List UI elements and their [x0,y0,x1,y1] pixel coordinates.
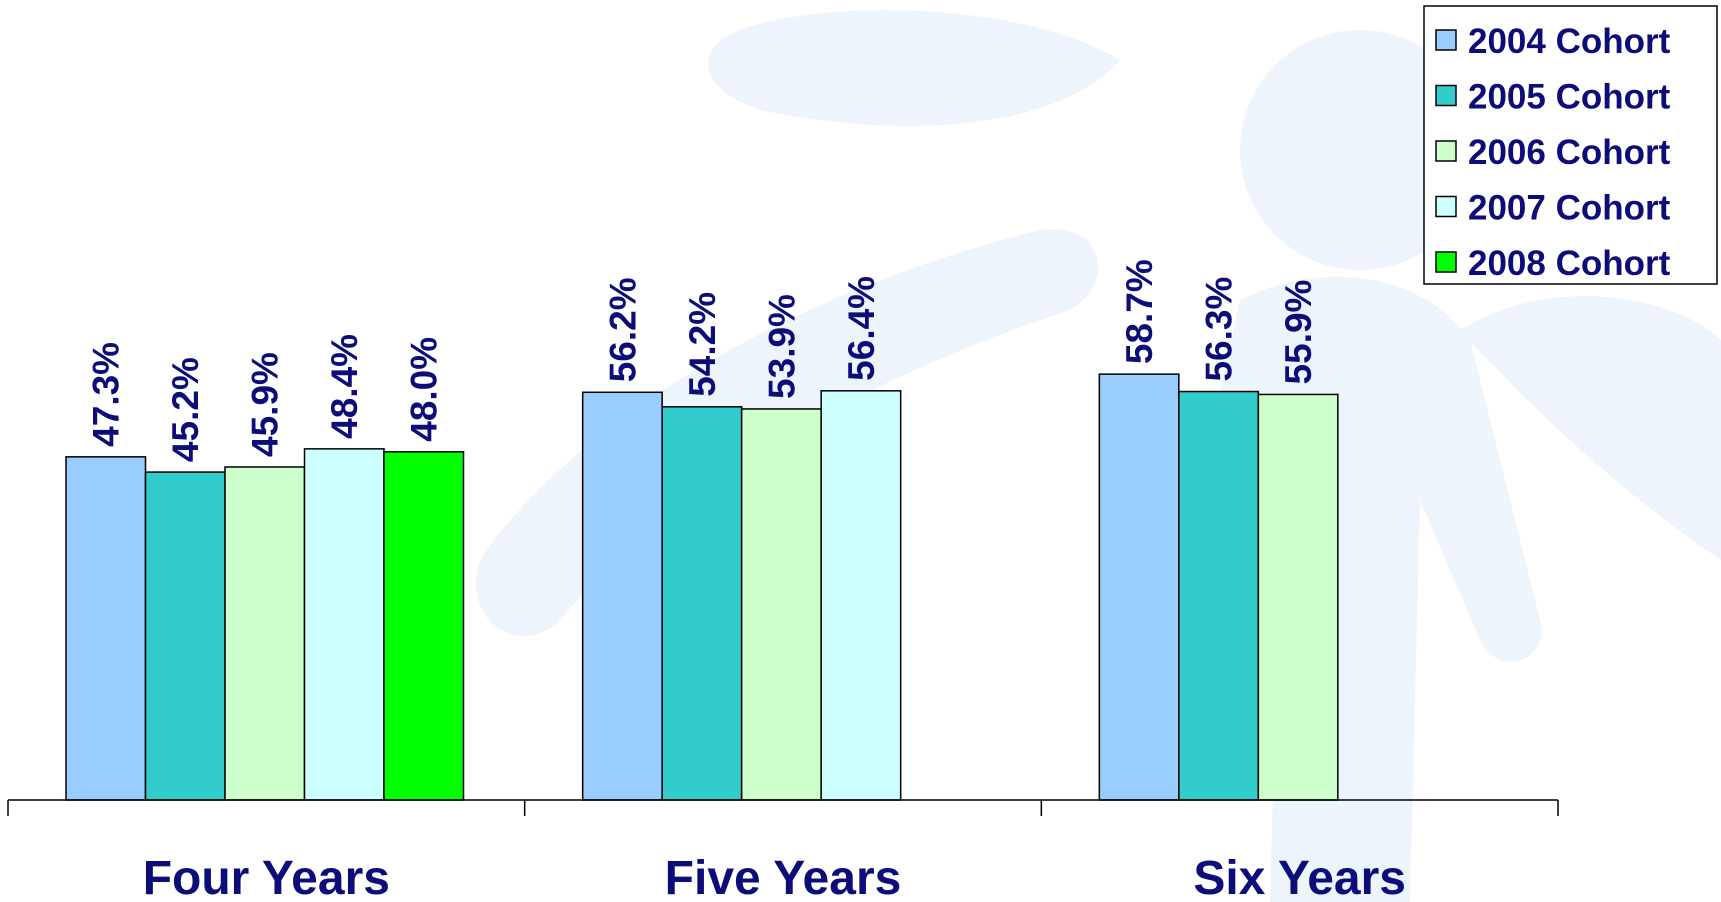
legend-label: 2004 Cohort [1468,22,1671,61]
x-tick-label: Four Years [143,852,390,902]
data-label: 56.3% [1199,277,1240,382]
bar-2005-cohort-six-years [1178,390,1260,801]
data-label: 54.2% [682,292,723,397]
legend-box [1423,5,1718,285]
data-label: 56.2% [602,277,643,382]
bar-2006-cohort-six-years [1257,393,1339,801]
bar-2006-cohort-four-years [224,466,306,801]
bar-2004-cohort-six-years [1098,373,1180,801]
data-label: 45.2% [165,357,206,462]
bar-2005-cohort-five-years [661,406,743,801]
legend-label: 2007 Cohort [1468,189,1671,228]
data-label: 47.3% [86,342,127,447]
data-label: 53.9% [761,294,802,399]
bar-2007-cohort-four-years [303,448,385,801]
bar-2007-cohort-five-years [820,390,902,801]
data-label: 56.4% [841,276,882,381]
watermark-head [1240,30,1480,270]
data-labels-layer: 47.3% 45.2% 45.9% 48.4% 48.0% 56.2% 54.2% 53.9%… [86,259,1319,462]
data-label: 48.0% [404,337,445,442]
legend-label: 2008 Cohort [1468,244,1671,283]
bar-2006-cohort-five-years [740,408,822,801]
data-label: 58.7% [1119,259,1160,364]
x-tick-label: Six Years [1193,852,1406,902]
watermark-petal-right [1460,296,1721,560]
watermark-petal-top [707,10,1120,126]
x-tick-labels: Four Years Five Years Six Years [143,852,1406,902]
legend-swatch [1435,140,1457,162]
legend-label: 2006 Cohort [1468,133,1671,172]
data-label: 45.9% [245,352,286,457]
data-label: 48.4% [324,334,365,439]
legend-swatch [1435,84,1457,107]
legend-swatch [1435,29,1457,51]
bars-layer [65,373,1339,801]
bar-2004-cohort-four-years [65,456,147,801]
bar-2008-cohort-four-years [383,451,465,801]
data-label: 55.9% [1278,280,1319,385]
x-tick-label: Five Years [665,852,902,902]
legend-swatch [1435,251,1457,273]
bar-2004-cohort-five-years [581,391,663,801]
legend-swatch [1435,195,1457,218]
bar-2005-cohort-four-years [144,471,226,801]
legend-label: 2005 Cohort [1468,78,1671,117]
x-axis [7,799,1559,816]
legend: 2004 Cohort 2005 Cohort 2006 Cohort 2007 Co… [1423,5,1718,285]
